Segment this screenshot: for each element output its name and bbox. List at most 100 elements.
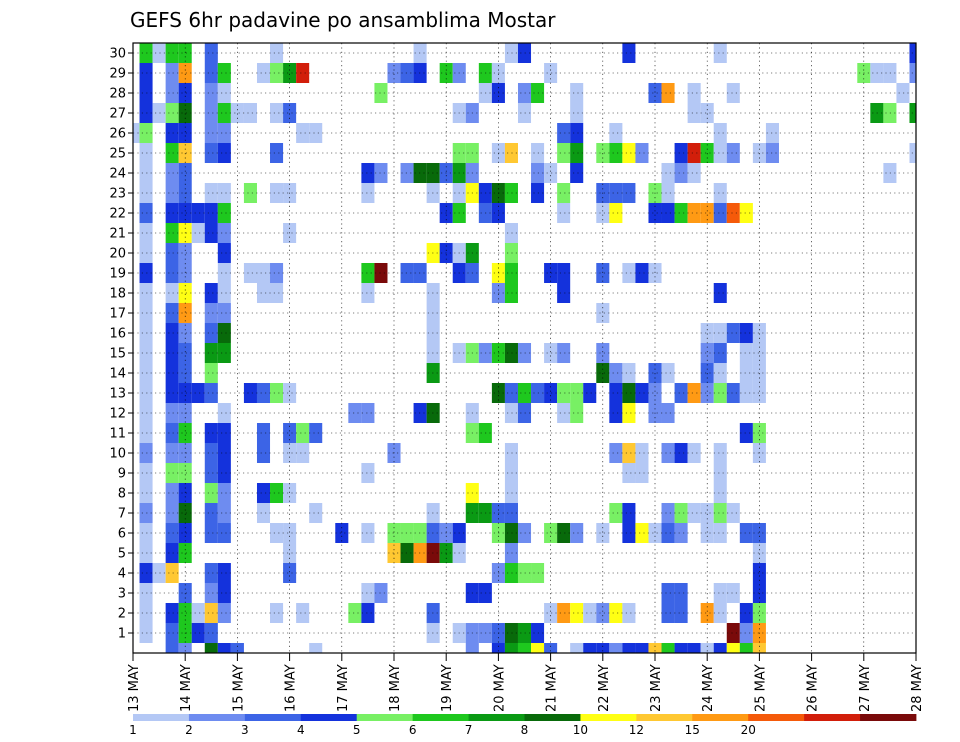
ensemble-cell xyxy=(165,363,179,383)
ensemble-cell xyxy=(596,203,610,223)
legend-swatch xyxy=(300,714,358,721)
x-tick-label: 14 MAY xyxy=(179,664,194,712)
ensemble-cell xyxy=(713,483,727,503)
ensemble-cell xyxy=(661,603,675,623)
ensemble-cell xyxy=(726,203,740,223)
y-axis: 1234567891011121314151617181920212223242… xyxy=(109,47,133,642)
ensemble-cell xyxy=(178,383,192,403)
ensemble-cell xyxy=(531,183,545,203)
ensemble-cell xyxy=(583,603,597,623)
ensemble-cell xyxy=(270,43,284,63)
ensemble-cell xyxy=(296,443,310,463)
legend-label: 8 xyxy=(521,723,529,737)
ensemble-cell xyxy=(165,243,179,263)
ensemble-cell xyxy=(635,263,649,283)
y-tick-label: 26 xyxy=(109,127,126,142)
ensemble-cell xyxy=(204,123,218,143)
ensemble-cell xyxy=(544,383,558,403)
ensemble-cell xyxy=(217,203,231,223)
ensemble-cell xyxy=(674,583,688,603)
ensemble-cell xyxy=(165,263,179,283)
ensemble-cell xyxy=(713,523,727,543)
ensemble-cell xyxy=(309,423,323,443)
x-tick-label: 16 MAY xyxy=(284,664,299,712)
ensemble-cell xyxy=(217,83,231,103)
ensemble-cell xyxy=(491,643,505,653)
ensemble-cell xyxy=(296,423,310,443)
x-tick-label: 19 MAY xyxy=(440,664,455,712)
y-tick-label: 10 xyxy=(109,447,126,462)
ensemble-cell xyxy=(230,643,244,653)
ensemble-cell xyxy=(517,623,532,643)
y-tick-label: 24 xyxy=(109,167,126,182)
ensemble-cell xyxy=(374,83,388,103)
ensemble-cell xyxy=(217,303,231,323)
ensemble-cell xyxy=(713,463,727,483)
ensemble-cell xyxy=(217,443,231,463)
ensemble-cell xyxy=(635,643,649,653)
ensemble-cell xyxy=(713,383,727,403)
ensemble-cell xyxy=(739,343,753,363)
ensemble-cell xyxy=(661,403,675,423)
ensemble-cell xyxy=(648,83,662,103)
ensemble-cell xyxy=(517,383,532,403)
ensemble-cell xyxy=(204,483,218,503)
ensemble-cell xyxy=(674,163,688,183)
ensemble-cell xyxy=(544,63,558,83)
ensemble-cell xyxy=(217,563,231,583)
legend-label: 15 xyxy=(685,723,700,737)
ensemble-cell xyxy=(243,183,257,203)
ensemble-cell xyxy=(674,643,688,653)
ensemble-cell xyxy=(139,403,153,423)
ensemble-cell xyxy=(178,283,192,303)
ensemble-cell xyxy=(752,343,766,363)
ensemble-cell xyxy=(217,143,231,163)
ensemble-cell xyxy=(557,123,571,143)
x-tick-label: 15 MAY xyxy=(231,664,246,712)
x-tick-label: 24 MAY xyxy=(701,664,716,712)
ensemble-cell xyxy=(283,523,297,543)
ensemble-cell xyxy=(204,103,218,123)
ensemble-cell xyxy=(739,203,753,223)
ensemble-cell xyxy=(217,323,231,343)
ensemble-cell xyxy=(765,143,779,163)
ensemble-cell xyxy=(217,483,231,503)
legend-swatch xyxy=(748,714,805,721)
ensemble-cell xyxy=(570,643,584,653)
ensemble-cell xyxy=(165,223,179,243)
ensemble-cell xyxy=(622,363,636,383)
x-tick-label: 20 MAY xyxy=(492,664,507,712)
ensemble-cell xyxy=(674,383,688,403)
ensemble-cell xyxy=(387,523,401,543)
y-tick-label: 16 xyxy=(109,327,126,342)
ensemble-cell xyxy=(400,523,414,543)
y-tick-label: 3 xyxy=(118,587,126,602)
ensemble-cell xyxy=(139,63,153,83)
ensemble-cell xyxy=(270,383,284,403)
ensemble-cell xyxy=(661,203,675,223)
ensemble-cell xyxy=(178,163,192,183)
ensemble-cell xyxy=(700,643,714,653)
y-tick-label: 9 xyxy=(118,467,126,482)
ensemble-cell xyxy=(739,623,753,643)
ensemble-cell xyxy=(674,203,688,223)
legend-label: 20 xyxy=(741,723,756,737)
ensemble-cell xyxy=(609,123,623,143)
legend-swatch xyxy=(524,714,581,721)
ensemble-cell xyxy=(139,163,153,183)
ensemble-cell xyxy=(270,63,284,83)
ensemble-cell xyxy=(361,163,375,183)
ensemble-cell xyxy=(661,523,675,543)
ensemble-cell xyxy=(687,103,701,123)
ensemble-cell xyxy=(361,583,375,603)
ensemble-cell xyxy=(570,163,584,183)
ensemble-cell xyxy=(152,563,166,583)
ensemble-cell xyxy=(270,183,284,203)
color-legend: 1 2 3 4 5 6 7 8 10 12 15 20 xyxy=(129,714,917,737)
ensemble-cell xyxy=(178,543,192,563)
ensemble-cell xyxy=(583,643,597,653)
ensemble-cell xyxy=(256,63,271,83)
ensemble-cell xyxy=(726,623,740,643)
ensemble-cell xyxy=(609,143,623,163)
